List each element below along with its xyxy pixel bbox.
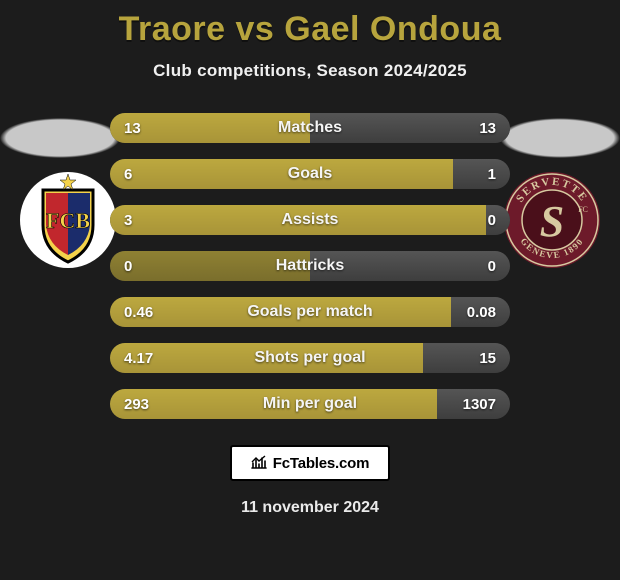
stat-bar-left-fill — [110, 389, 437, 419]
stat-bar-row: 4.1715Shots per goal — [110, 343, 510, 373]
stat-bar-right-fill — [453, 159, 510, 189]
stat-bars-container: 1313Matches 61Goals 30Assists 00Hattricks 0.… — [110, 113, 510, 419]
comparison-infographic: Traore vs Gael Ondoua Club competitions,… — [0, 0, 620, 580]
svg-text:S: S — [540, 197, 564, 246]
stat-bar-left-fill — [110, 343, 423, 373]
stat-bar-row: 00Hattricks — [110, 251, 510, 281]
stat-bar-left-fill — [110, 159, 453, 189]
svg-text:FCB: FCB — [46, 208, 90, 233]
page-title: Traore vs Gael Ondoua — [119, 10, 502, 49]
stat-bar-left-fill — [110, 251, 310, 281]
stat-bar-left-fill — [110, 205, 486, 235]
stat-bar-right-fill — [423, 343, 510, 373]
stat-bar-left-fill — [110, 297, 451, 327]
stat-bar-right-fill — [310, 113, 510, 143]
page-subtitle: Club competitions, Season 2024/2025 — [153, 61, 467, 81]
stat-bar-row: 30Assists — [110, 205, 510, 235]
stat-bar-row: 2931307Min per goal — [110, 389, 510, 419]
svg-text:FC: FC — [578, 205, 588, 214]
stat-bar-left-fill — [110, 113, 310, 143]
stat-bar-right-fill — [310, 251, 510, 281]
stat-bar-row: 1313Matches — [110, 113, 510, 143]
stat-bar-right-fill — [486, 205, 510, 235]
club-crest-right: SERVETTE GENEVE 1890 S FC — [502, 170, 602, 270]
stat-bar-right-fill — [451, 297, 510, 327]
stat-bar-row: 0.460.08Goals per match — [110, 297, 510, 327]
servette-fc-icon: SERVETTE GENEVE 1890 S FC — [502, 170, 602, 270]
infographic-date: 11 november 2024 — [241, 499, 379, 517]
chart-icon — [251, 455, 267, 472]
fctables-badge: FcTables.com — [230, 445, 390, 481]
stat-bar-row: 61Goals — [110, 159, 510, 189]
club-crest-left: FCB — [18, 170, 118, 270]
fctables-label: FcTables.com — [273, 455, 370, 472]
fc-basel-icon: FCB — [18, 170, 118, 270]
stat-bar-right-fill — [437, 389, 510, 419]
